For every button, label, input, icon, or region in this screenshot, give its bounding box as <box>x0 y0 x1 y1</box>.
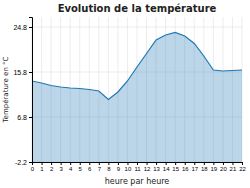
x-tick-mark <box>42 162 43 165</box>
x-tick-label: 6 <box>88 166 92 172</box>
x-tick-label: 1 <box>40 166 44 172</box>
y-axis-title: Température en °C <box>2 56 10 123</box>
y-tick: 6.8 <box>17 114 32 121</box>
x-tick: 18 <box>201 162 208 172</box>
y-tick-label: 24.8 <box>13 24 27 31</box>
x-tick-label: 14 <box>163 166 170 172</box>
x-tick-mark <box>51 162 52 165</box>
x-tick-label: 7 <box>98 166 102 172</box>
x-tick-mark <box>175 162 176 165</box>
y-tick-label: 15.8 <box>13 69 27 76</box>
x-tick: 11 <box>134 162 141 172</box>
x-tick-label: 8 <box>107 166 111 172</box>
y-tick: -2.2 <box>15 159 32 166</box>
x-tick-mark <box>70 162 71 165</box>
y-axis: -2.2 6.8 15.8 24.8 <box>13 18 32 166</box>
y-tick: 24.8 <box>13 24 32 31</box>
y-tick-mark <box>29 72 32 73</box>
x-tick-label: 5 <box>79 166 83 172</box>
x-tick-label: 12 <box>144 166 151 172</box>
line <box>32 33 242 100</box>
x-tick-mark <box>185 162 186 165</box>
x-axis: 012345678910111213141516171819202122 <box>31 162 247 172</box>
x-tick: 9 <box>117 162 121 172</box>
x-tick-label: 16 <box>182 166 189 172</box>
x-tick-label: 4 <box>69 166 73 172</box>
x-tick-label: 10 <box>125 166 132 172</box>
x-tick-label: 9 <box>117 166 121 172</box>
x-tick-mark <box>213 162 214 165</box>
x-tick: 13 <box>153 162 160 172</box>
title: Evolution de la température <box>58 3 217 14</box>
x-tick-mark <box>204 162 205 165</box>
x-tick: 7 <box>98 162 102 172</box>
x-tick: 21 <box>230 162 237 172</box>
y-tick-label: 6.8 <box>17 114 27 121</box>
x-tick: 6 <box>88 162 92 172</box>
x-tick-label: 22 <box>239 166 246 172</box>
x-tick-mark <box>99 162 100 165</box>
y-tick: 15.8 <box>13 69 32 76</box>
x-axis-line <box>33 163 243 166</box>
x-tick: 22 <box>239 162 246 172</box>
x-tick-label: 13 <box>153 166 160 172</box>
x-tick: 17 <box>191 162 198 172</box>
x-tick-mark <box>89 162 90 165</box>
x-axis-title: heure par heure <box>105 177 170 186</box>
x-tick-label: 21 <box>230 166 237 172</box>
x-tick-label: 11 <box>134 166 141 172</box>
x-tick-mark <box>127 162 128 165</box>
x-tick-mark <box>80 162 81 165</box>
x-tick-mark <box>156 162 157 165</box>
x-tick: 14 <box>163 162 170 172</box>
y-tick-mark <box>29 27 32 28</box>
x-tick-mark <box>147 162 148 165</box>
x-tick: 19 <box>211 162 218 172</box>
x-tick: 2 <box>50 162 54 172</box>
marks <box>32 33 242 163</box>
x-tick-label: 19 <box>211 166 218 172</box>
x-tick-mark <box>108 162 109 165</box>
x-tick: 20 <box>220 162 227 172</box>
x-tick-mark <box>118 162 119 165</box>
x-tick-label: 2 <box>50 166 54 172</box>
x-tick-label: 17 <box>191 166 198 172</box>
chart-container: 012345678910111213141516171819202122-2.2… <box>0 0 250 188</box>
area <box>32 33 242 163</box>
y-axis-line <box>29 18 33 163</box>
x-tick: 15 <box>172 162 179 172</box>
x-tick-mark <box>61 162 62 165</box>
x-tick-mark <box>232 162 233 165</box>
x-tick-mark <box>137 162 138 165</box>
grid <box>32 17 242 162</box>
x-tick-label: 3 <box>59 166 63 172</box>
y-tick-label: -2.2 <box>15 159 27 166</box>
chart-svg: 012345678910111213141516171819202122-2.2… <box>0 0 250 188</box>
x-tick: 12 <box>144 162 151 172</box>
x-tick-mark <box>223 162 224 165</box>
x-tick-label: 18 <box>201 166 208 172</box>
x-tick: 5 <box>79 162 83 172</box>
x-tick: 3 <box>59 162 63 172</box>
x-tick: 16 <box>182 162 189 172</box>
x-tick-mark <box>166 162 167 165</box>
x-tick-mark <box>242 162 243 165</box>
plot-area: 012345678910111213141516171819202122-2.2… <box>13 17 246 172</box>
x-tick-mark <box>194 162 195 165</box>
y-tick-mark <box>29 162 32 163</box>
x-tick: 0 <box>31 162 35 172</box>
y-tick-mark <box>29 117 32 118</box>
x-tick: 8 <box>107 162 111 172</box>
x-tick: 10 <box>125 162 132 172</box>
x-tick: 1 <box>40 162 44 172</box>
x-tick-label: 0 <box>31 166 35 172</box>
x-tick: 4 <box>69 162 73 172</box>
x-tick-label: 15 <box>172 166 179 172</box>
x-tick-label: 20 <box>220 166 227 172</box>
